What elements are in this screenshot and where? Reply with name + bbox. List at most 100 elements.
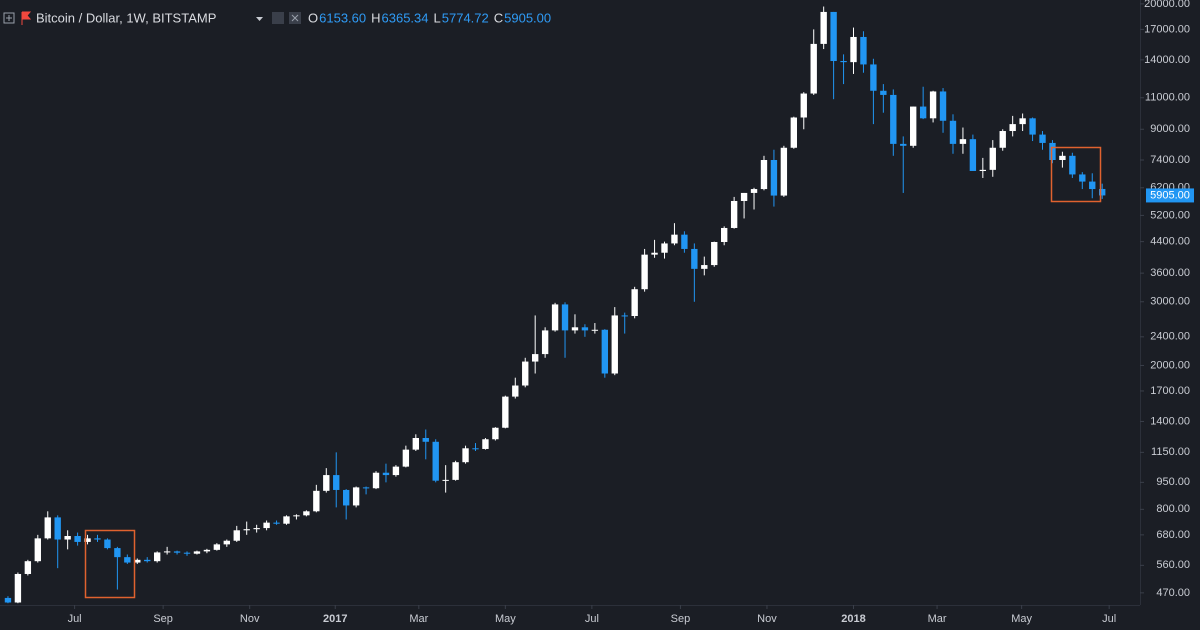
candle-body xyxy=(263,522,270,529)
candle-body xyxy=(153,552,161,562)
y-tick-label: 2000.00 xyxy=(1150,359,1190,371)
candle-body xyxy=(323,475,330,491)
ohlc-value: 5774.72 xyxy=(442,10,489,25)
candle-body xyxy=(541,330,549,355)
x-tick-label: Mar xyxy=(409,613,428,625)
candle-body xyxy=(711,241,718,266)
candle-body xyxy=(760,160,768,190)
y-tick-label: 20000.00 xyxy=(1144,0,1190,10)
candle-body xyxy=(233,530,240,541)
expand-icon-plus xyxy=(6,15,12,21)
expand-icon[interactable] xyxy=(3,12,15,24)
highlight-box xyxy=(1050,146,1102,203)
dropdown-arrow[interactable] xyxy=(256,17,263,21)
candle-body xyxy=(790,117,798,148)
candle-body xyxy=(163,551,171,553)
flag-icon[interactable] xyxy=(21,11,32,25)
candle-body xyxy=(1089,181,1096,190)
candle-body xyxy=(412,437,419,450)
symbol-title[interactable]: Bitcoin / Dollar, 1W, BITSTAMP xyxy=(36,10,216,25)
candle-body xyxy=(54,517,61,540)
candle-body xyxy=(721,227,728,242)
candle-body xyxy=(124,557,131,563)
candle-body xyxy=(631,289,638,317)
candle-body xyxy=(651,252,658,255)
candle-body xyxy=(293,515,300,517)
x-tick-label: Jul xyxy=(585,613,599,625)
candle-body xyxy=(939,91,947,121)
candle-body xyxy=(213,544,221,550)
candle-body xyxy=(303,511,310,516)
candle-body xyxy=(1069,155,1076,175)
x-tick-label: Jul xyxy=(1102,613,1116,625)
candle-body xyxy=(949,120,957,144)
candle-body xyxy=(969,139,977,171)
candle-body xyxy=(581,327,589,331)
candle-body xyxy=(134,559,141,563)
candle-body xyxy=(422,437,429,442)
x-tick-label: Nov xyxy=(757,613,777,625)
candle-body xyxy=(34,538,41,562)
candle-body xyxy=(850,36,857,63)
y-tick-label: 7400.00 xyxy=(1150,154,1190,166)
candle-body xyxy=(223,540,230,545)
candle-body xyxy=(860,36,867,65)
y-tick-label: 1400.00 xyxy=(1150,415,1190,427)
candle-body xyxy=(502,396,509,428)
candle-body xyxy=(253,528,260,530)
candle-body xyxy=(532,354,539,362)
candle-body xyxy=(283,516,290,524)
y-tick-label: 1150.00 xyxy=(1151,446,1190,458)
y-tick-label: 1700.00 xyxy=(1150,385,1190,397)
candle-body xyxy=(382,472,390,476)
candle-body xyxy=(273,522,280,524)
candle-body xyxy=(492,427,499,440)
candle-body xyxy=(880,90,887,95)
candle-body xyxy=(551,304,559,331)
candle-body xyxy=(750,189,758,193)
plot-area xyxy=(4,6,1106,604)
candle-body xyxy=(94,538,101,540)
candle-body xyxy=(770,160,778,196)
y-tick-label: 800.00 xyxy=(1156,503,1190,515)
candle-body xyxy=(472,448,479,450)
y-tick-label: 5200.00 xyxy=(1150,209,1190,221)
ohlc-key: L xyxy=(434,10,441,25)
x-tick-label: Jul xyxy=(68,613,82,625)
y-tick-label: 560.00 xyxy=(1156,559,1190,571)
candle-body xyxy=(144,559,151,562)
candle-body xyxy=(104,539,111,549)
candle-body xyxy=(999,131,1006,148)
candle-body xyxy=(1029,118,1036,135)
x-tick-label: Sep xyxy=(671,613,691,625)
y-tick-label: 17000.00 xyxy=(1144,23,1190,35)
x-tick-label: 2017 xyxy=(323,613,347,625)
candle-body xyxy=(84,538,91,542)
ohlc-value: 6365.34 xyxy=(382,10,429,25)
x-tick-label: Mar xyxy=(928,613,947,625)
candle-body xyxy=(44,517,51,539)
candle-body xyxy=(1019,118,1026,125)
y-tick-label: 9000.00 xyxy=(1150,123,1190,135)
candle-body xyxy=(661,243,668,253)
candle-body xyxy=(830,11,837,62)
x-tick-label: May xyxy=(495,613,516,625)
candle-body xyxy=(512,385,519,397)
candle-body xyxy=(114,548,121,558)
candle-body xyxy=(203,549,211,552)
y-tick-label: 4400.00 xyxy=(1150,236,1190,248)
candle-body xyxy=(462,448,469,463)
candle-body xyxy=(740,192,748,201)
candle-body xyxy=(561,304,569,331)
ohlc-key: H xyxy=(371,10,380,25)
settings-icon[interactable] xyxy=(272,12,284,24)
ohlc-key: O xyxy=(308,10,318,25)
candle-body xyxy=(1079,174,1086,182)
candle-body xyxy=(1009,124,1016,132)
candle-body xyxy=(959,139,967,144)
candle-body xyxy=(362,487,370,489)
x-tick-label: Nov xyxy=(240,613,260,625)
